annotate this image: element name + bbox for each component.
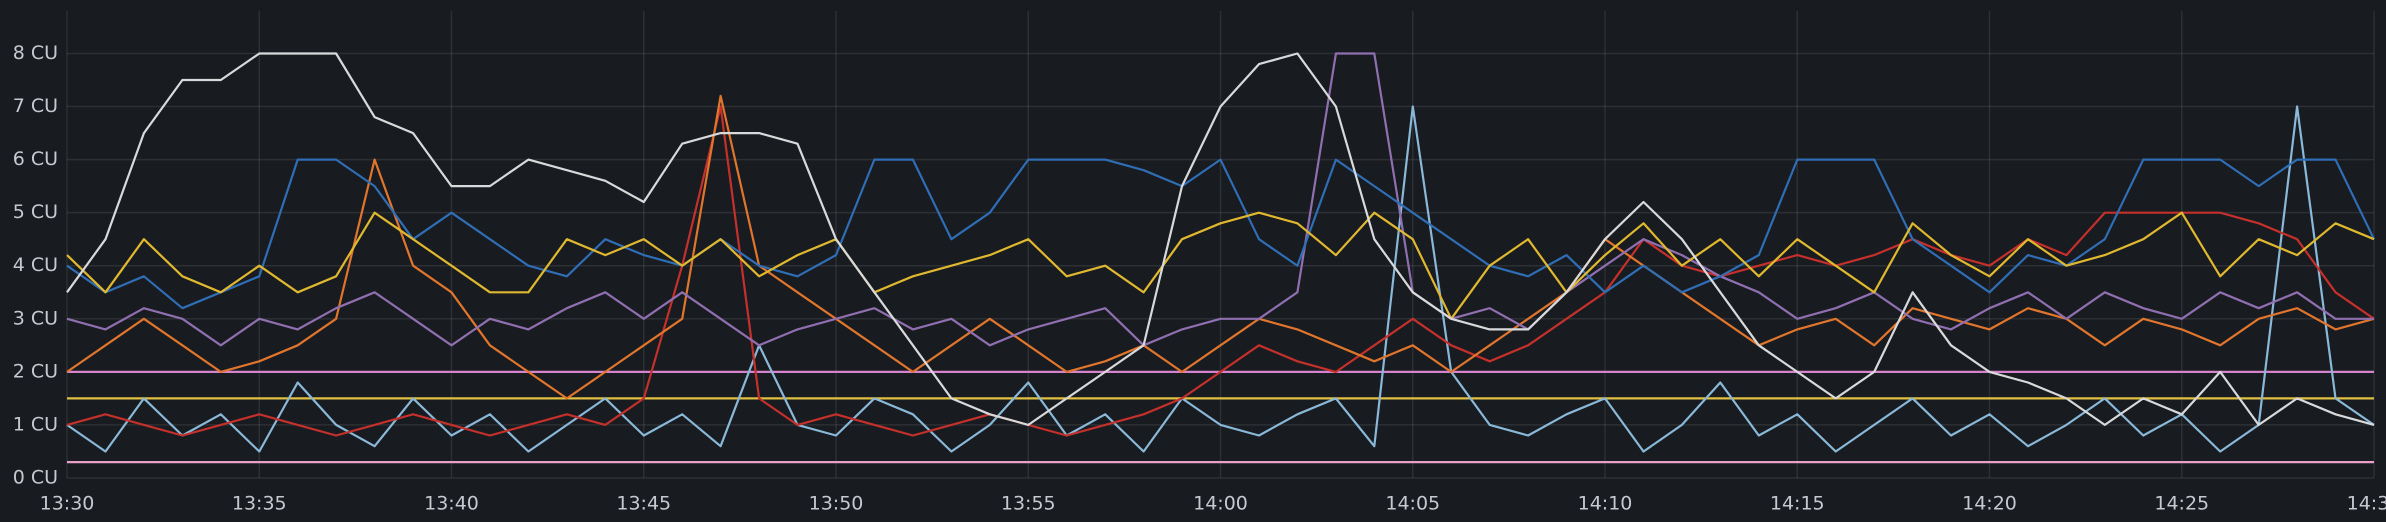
- y-tick-label: 7 CU: [13, 95, 58, 117]
- x-tick-label: 14:05: [1385, 493, 1440, 515]
- x-tick-label: 13:40: [424, 493, 479, 515]
- x-tick-label: 13:35: [232, 493, 287, 515]
- y-tick-label: 2 CU: [13, 360, 58, 382]
- y-tick-label: 5 CU: [13, 201, 58, 223]
- series-line: [66, 158, 2375, 310]
- x-tick-label: 14:30: [2347, 493, 2386, 515]
- x-tick-label: 13:50: [809, 493, 864, 515]
- series-line: [66, 105, 2375, 453]
- x-tick-label: 13:55: [1001, 493, 1056, 515]
- x-tick-label: 14:00: [1193, 493, 1248, 515]
- x-tick-label: 13:45: [616, 493, 671, 515]
- y-tick-label: 8 CU: [13, 42, 58, 64]
- series-line: [66, 211, 2375, 320]
- x-tick-label: 14:10: [1578, 493, 1633, 515]
- y-tick-label: 6 CU: [13, 148, 58, 170]
- x-tick-label: 14:20: [1962, 493, 2017, 515]
- y-tick-label: 4 CU: [13, 254, 58, 276]
- series-line: [66, 52, 2375, 426]
- series-line: [66, 52, 2374, 347]
- series-line: [66, 94, 2375, 400]
- x-tick-label: 13:30: [40, 493, 95, 515]
- x-tick-label: 14:15: [1770, 493, 1825, 515]
- y-tick-label: 0 CU: [13, 467, 58, 489]
- x-tick-label: 14:25: [2154, 493, 2209, 515]
- y-tick-label: 3 CU: [13, 307, 58, 329]
- series-line: [66, 105, 2375, 437]
- y-tick-label: 1 CU: [13, 413, 58, 435]
